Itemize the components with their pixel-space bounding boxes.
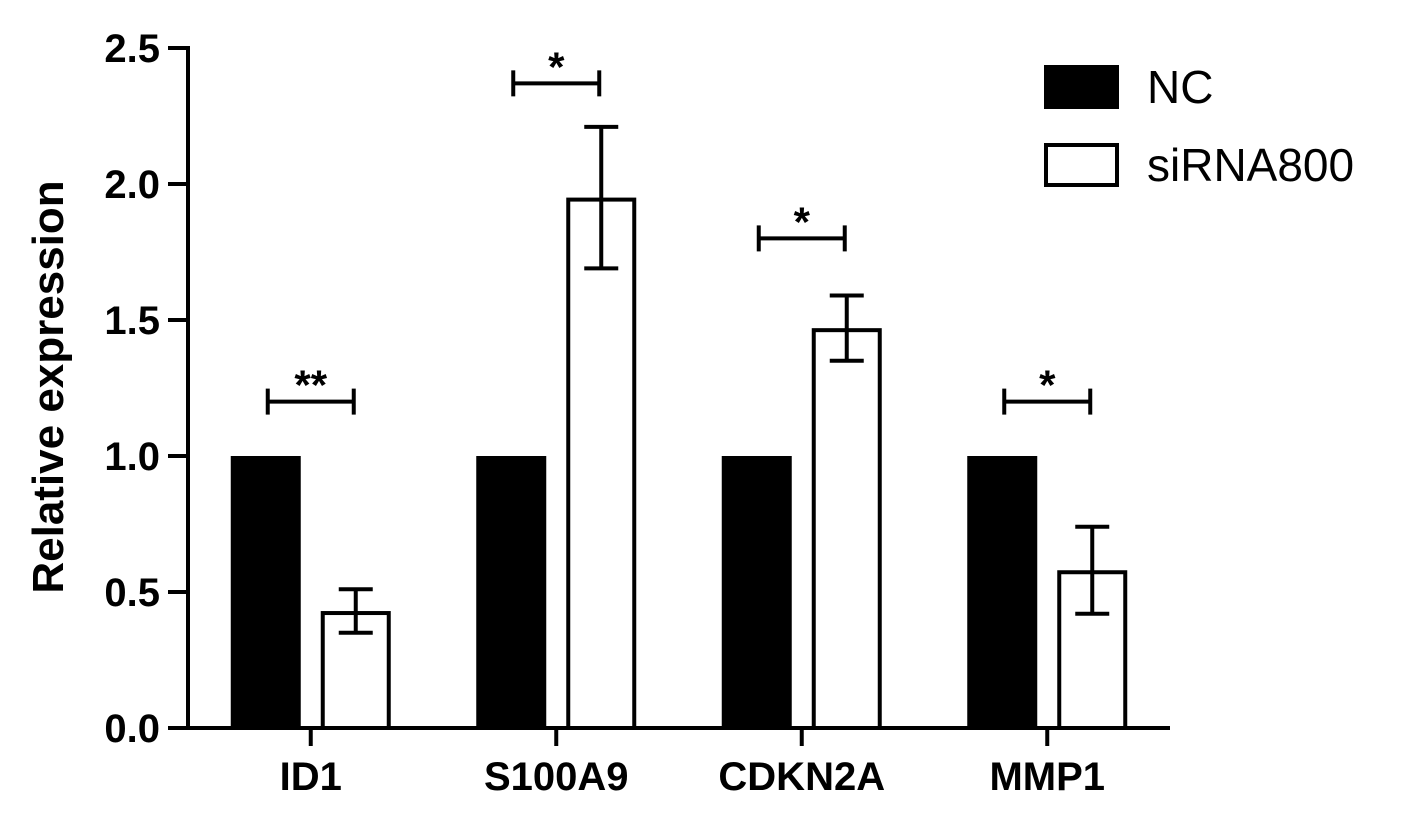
significance-label: * — [548, 43, 565, 90]
significance-label: ** — [294, 362, 327, 409]
bar-nc — [230, 456, 301, 728]
bar-nc — [476, 456, 547, 728]
y-tick-label: 1.5 — [104, 299, 160, 343]
y-tick-label: 2.0 — [104, 163, 160, 207]
significance-label: * — [794, 198, 811, 245]
significance-label: * — [1039, 362, 1056, 409]
x-tick-label: CDKN2A — [718, 755, 885, 799]
x-tick-label: S100A9 — [484, 755, 629, 799]
y-axis: 0.0 0.5 1.0 1.5 2.0 2.5 — [104, 27, 190, 751]
y-tick-label: 1.0 — [104, 435, 160, 479]
legend: NC siRNA800 — [1044, 61, 1354, 191]
bar-sirna800 — [566, 197, 637, 731]
y-axis-title: Relative expression — [24, 180, 73, 593]
legend-swatch-sirna800 — [1044, 143, 1119, 187]
y-tick-label: 0.0 — [104, 707, 160, 751]
y-tick-label: 2.5 — [104, 27, 160, 71]
x-axis: ID1 S100A9 CDKN2A MMP1 — [186, 726, 1170, 799]
legend-label-sirna800: siRNA800 — [1147, 139, 1354, 191]
bars — [230, 124, 1128, 731]
x-tick-label: ID1 — [280, 755, 342, 799]
bar-nc — [967, 456, 1038, 728]
significance-markers: ***** — [265, 43, 1093, 415]
y-tick-label: 0.5 — [104, 571, 160, 615]
bar-sirna800 — [811, 328, 882, 730]
legend-label-nc: NC — [1147, 61, 1213, 113]
legend-swatch-nc — [1044, 65, 1119, 109]
x-tick-label: MMP1 — [989, 755, 1105, 799]
bar-nc — [721, 456, 792, 728]
